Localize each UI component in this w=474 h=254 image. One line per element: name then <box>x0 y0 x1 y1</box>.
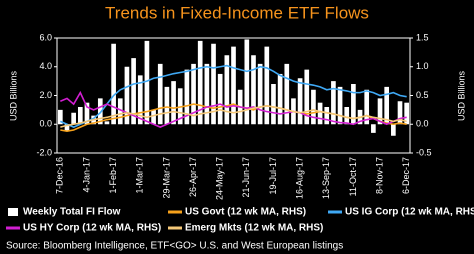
y-axis-title: USD Billions <box>8 70 18 121</box>
bar <box>164 86 170 125</box>
bar <box>277 73 283 125</box>
y2-tick-label: 0.0 <box>416 119 429 129</box>
line <box>60 64 407 129</box>
x-tick-label: 11-Oct-17 <box>348 157 358 196</box>
y-tick-label: 0.0 <box>39 119 52 129</box>
bar <box>351 84 356 125</box>
bar <box>344 107 350 125</box>
x-tick-label: 8-Nov-17 <box>374 157 384 194</box>
x-tick-label: 29-Mar-17 <box>161 157 171 199</box>
legend-label: Weekly Total FI Flow <box>23 207 121 218</box>
bar <box>184 69 190 125</box>
bar <box>124 66 130 125</box>
chart-title: Trends in Fixed-Income ETF Flows <box>105 3 369 22</box>
line <box>60 105 407 128</box>
legend-label: US Govt (12 wk MA, RHS) <box>185 207 306 218</box>
legend-swatch <box>8 208 18 216</box>
bar <box>324 107 330 125</box>
bar <box>257 63 263 125</box>
x-tick-label: 1-Mar-17 <box>135 157 145 194</box>
bar <box>137 75 143 125</box>
bar <box>117 98 123 125</box>
bar <box>304 69 310 125</box>
bar <box>384 86 390 125</box>
bar <box>284 63 290 125</box>
bar <box>191 63 196 125</box>
x-tick-label: 13-Sep-17 <box>321 157 331 199</box>
bar <box>131 58 136 125</box>
x-tick-label: 21-Jun-17 <box>241 157 251 198</box>
legend-label: US IG Corp (12 wk MA, RHS) <box>345 207 474 218</box>
bar <box>331 81 336 125</box>
x-tick-label: 26-Apr-17 <box>188 157 198 197</box>
line <box>60 90 407 129</box>
bar <box>251 55 256 125</box>
bar <box>197 40 203 125</box>
legend-label: US HY Corp (12 wk MA, RHS) <box>23 223 161 234</box>
x-tick-label: 16-Aug-17 <box>294 157 304 199</box>
bar <box>317 102 323 125</box>
y-tick-label: 6.0 <box>39 32 52 42</box>
bar <box>217 73 223 125</box>
x-tick-label: 24-May-17 <box>215 157 225 200</box>
bar <box>57 109 63 125</box>
bar <box>391 124 396 136</box>
y2-tick-label: 1.0 <box>416 61 429 71</box>
x-tick-label: 19-Jul-17 <box>268 157 278 195</box>
bar <box>271 84 276 125</box>
bar <box>157 63 163 125</box>
bar <box>404 102 410 125</box>
bar <box>97 98 103 125</box>
y2-tick-label: 1.5 <box>416 32 429 42</box>
y-tick-label: 4.0 <box>39 61 52 71</box>
bar <box>144 40 150 125</box>
bar <box>64 124 70 132</box>
bar <box>224 55 230 125</box>
bar <box>171 81 176 125</box>
bar <box>151 109 156 125</box>
y2-axis-title: USD Billions <box>456 70 466 121</box>
x-tick-label: 7-Dec-16 <box>55 157 65 194</box>
bar <box>371 124 376 133</box>
bar <box>104 121 110 125</box>
bar <box>364 89 370 125</box>
bar <box>377 98 383 125</box>
x-tick-label: 1-Feb-17 <box>108 157 118 194</box>
bar <box>397 101 403 125</box>
bar <box>264 46 270 125</box>
bar <box>77 107 83 125</box>
bar <box>311 89 316 125</box>
x-tick-label: 4-Jan-17 <box>81 157 91 193</box>
bar <box>244 39 250 125</box>
y-tick-label: -2.0 <box>36 147 52 157</box>
y-tick-label: 2.0 <box>39 90 52 100</box>
bar <box>211 43 216 125</box>
y2-tick-label: 0.5 <box>416 90 429 100</box>
bar <box>337 86 343 125</box>
bar <box>231 46 236 125</box>
bar <box>71 112 76 125</box>
legend-label: Emerg Mkts (12 wk MA, RHS) <box>185 223 323 234</box>
x-tick-label: 6-Dec-17 <box>401 157 411 194</box>
bar <box>297 78 303 125</box>
bar <box>204 63 210 125</box>
bar <box>111 43 116 125</box>
y2-tick-label: -0.5 <box>416 147 432 157</box>
footnote: Source: Bloomberg Intelligence, ETF<GO> … <box>6 241 343 252</box>
bar <box>84 102 90 125</box>
